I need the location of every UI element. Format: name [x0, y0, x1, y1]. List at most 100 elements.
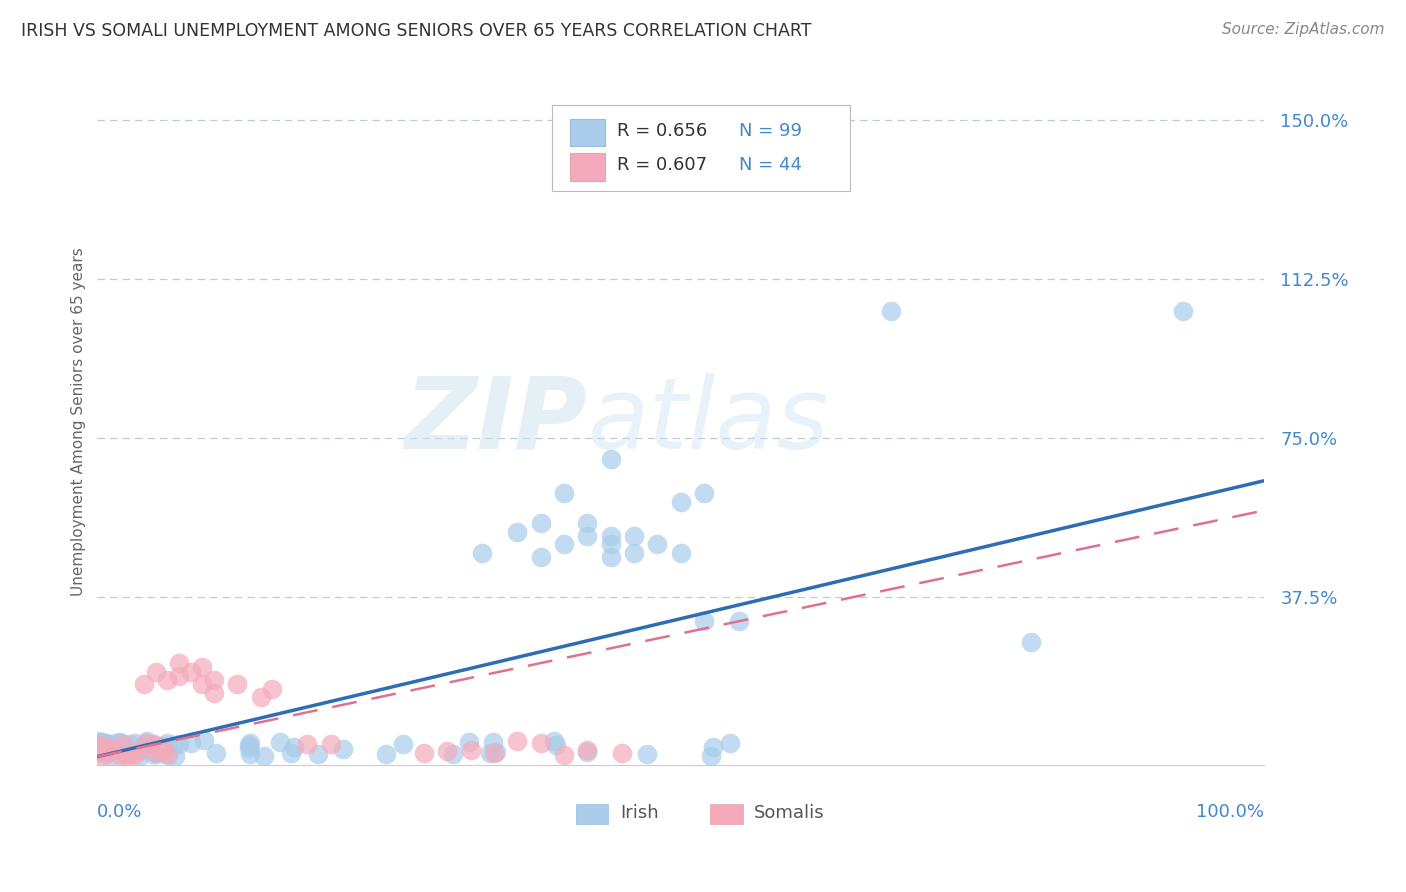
Point — [96, 736, 118, 750]
Point — [485, 745, 508, 759]
Point — [135, 736, 157, 750]
Point — [202, 673, 225, 688]
Point — [297, 737, 319, 751]
Point — [97, 746, 120, 760]
Text: Irish: Irish — [620, 805, 659, 822]
Point — [1019, 635, 1042, 649]
Point — [156, 748, 179, 763]
Point — [91, 745, 114, 759]
Point — [226, 677, 249, 691]
Point — [693, 486, 716, 500]
Point — [134, 739, 156, 754]
Text: ZIP: ZIP — [405, 373, 588, 470]
Point — [391, 738, 413, 752]
Point — [1171, 304, 1194, 318]
Point — [146, 747, 169, 761]
Point — [142, 747, 165, 762]
Text: IRISH VS SOMALI UNEMPLOYMENT AMONG SENIORS OVER 65 YEARS CORRELATION CHART: IRISH VS SOMALI UNEMPLOYMENT AMONG SENIO… — [21, 22, 811, 40]
Point — [623, 546, 645, 560]
Point — [191, 677, 214, 691]
Point — [111, 737, 134, 751]
Point — [307, 747, 329, 762]
Point — [728, 614, 751, 628]
Point — [141, 740, 163, 755]
Point — [104, 741, 127, 756]
Point — [479, 746, 502, 760]
Point — [693, 614, 716, 628]
Text: N = 44: N = 44 — [740, 156, 803, 175]
Point — [482, 735, 505, 749]
Point — [169, 737, 191, 751]
Point — [249, 690, 271, 705]
Point — [636, 747, 658, 761]
Point — [180, 736, 202, 750]
Point — [156, 735, 179, 749]
Point — [98, 744, 121, 758]
Point — [283, 739, 305, 754]
Point — [669, 495, 692, 509]
Text: Source: ZipAtlas.com: Source: ZipAtlas.com — [1222, 22, 1385, 37]
Point — [167, 657, 190, 671]
Point — [145, 745, 167, 759]
Point — [460, 743, 482, 757]
Point — [93, 747, 115, 761]
Point — [145, 665, 167, 679]
Point — [117, 749, 139, 764]
Point — [135, 733, 157, 747]
Point — [253, 749, 276, 764]
Point — [482, 746, 505, 760]
Point — [103, 742, 125, 756]
Point — [107, 736, 129, 750]
Point — [149, 741, 172, 756]
Point — [87, 740, 110, 755]
Text: 100.0%: 100.0% — [1197, 803, 1264, 821]
Point — [543, 734, 565, 748]
Point — [530, 735, 553, 749]
Point — [553, 747, 575, 762]
Point — [262, 681, 284, 696]
Point — [599, 550, 621, 565]
Point — [97, 737, 120, 751]
Point — [471, 546, 494, 560]
Point — [612, 746, 634, 760]
Point — [441, 747, 464, 761]
Point — [132, 677, 155, 691]
Point — [87, 733, 110, 747]
FancyBboxPatch shape — [569, 119, 605, 146]
Point — [576, 516, 599, 530]
Point — [669, 546, 692, 560]
Point — [167, 669, 190, 683]
Point — [98, 741, 121, 756]
Point — [576, 529, 599, 543]
Point — [107, 736, 129, 750]
FancyBboxPatch shape — [576, 805, 609, 823]
Point — [108, 747, 131, 762]
Point — [544, 739, 567, 753]
Text: Somalis: Somalis — [754, 805, 825, 822]
Point — [128, 744, 150, 758]
Point — [103, 742, 125, 756]
Point — [152, 743, 174, 757]
Point — [576, 745, 599, 759]
Point — [108, 736, 131, 750]
Text: R = 0.607: R = 0.607 — [617, 156, 707, 175]
Point — [180, 665, 202, 679]
Point — [129, 748, 152, 763]
Point — [98, 744, 121, 758]
Point — [280, 746, 302, 760]
FancyBboxPatch shape — [569, 153, 605, 180]
Point — [87, 746, 110, 760]
Point — [131, 742, 153, 756]
Point — [135, 739, 157, 754]
Point — [108, 735, 131, 749]
Point — [118, 738, 141, 752]
Point — [96, 739, 118, 754]
Point — [103, 741, 125, 756]
Point — [599, 537, 621, 551]
Point — [530, 516, 553, 530]
Point — [319, 737, 342, 751]
Point — [718, 736, 741, 750]
Point — [436, 743, 458, 757]
Point — [193, 733, 215, 747]
Point — [87, 744, 110, 758]
